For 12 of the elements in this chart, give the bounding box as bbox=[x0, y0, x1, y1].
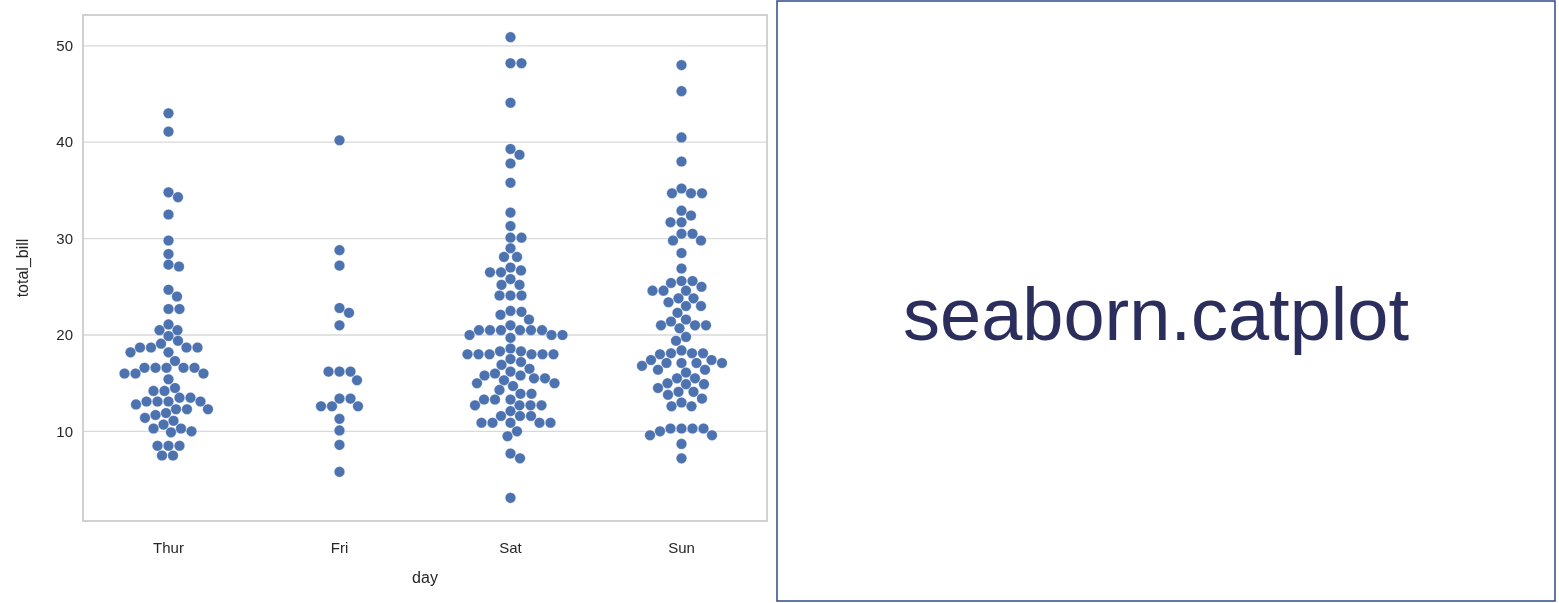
y-axis-title: total_bill bbox=[14, 238, 32, 298]
y-tick-label: 20 bbox=[56, 326, 73, 344]
x-tick-label: Sun bbox=[668, 539, 695, 556]
y-tick-label: 10 bbox=[56, 422, 73, 440]
x-tick-label: Fri bbox=[330, 539, 349, 556]
x-tick-label: Sat bbox=[499, 539, 523, 556]
text: seaborn.catplot bbox=[902, 273, 1410, 356]
y-tick-label: 50 bbox=[56, 37, 73, 55]
x-tick-label: Thur bbox=[153, 539, 184, 556]
y-tick-label: 30 bbox=[56, 229, 73, 247]
x-axis-title: day bbox=[412, 569, 438, 586]
y-tick-label: 40 bbox=[56, 133, 73, 151]
